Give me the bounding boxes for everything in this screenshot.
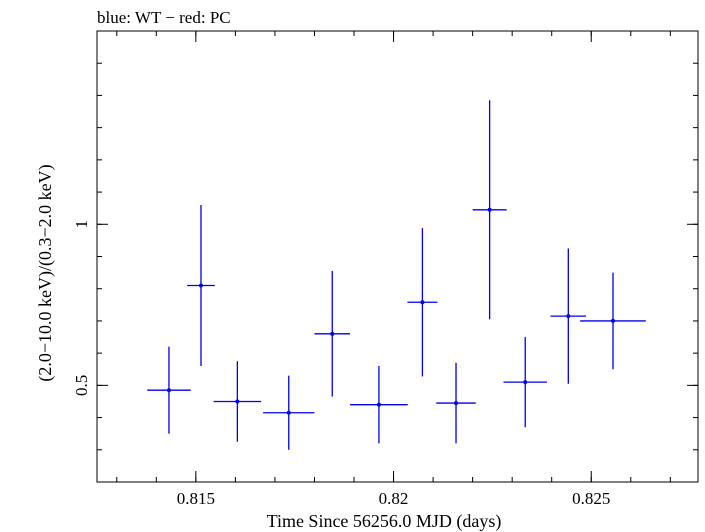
data-point <box>550 248 587 384</box>
data-point <box>263 375 315 450</box>
data-marker <box>198 283 203 288</box>
data-point <box>213 361 262 442</box>
data-marker <box>376 402 381 407</box>
data-marker <box>166 388 171 393</box>
data-points <box>147 100 646 450</box>
chart-title: blue: WT − red: PC <box>97 8 231 27</box>
data-marker <box>566 314 571 319</box>
data-marker <box>330 331 335 336</box>
x-axis-label: Time Since 56256.0 MJD (days) <box>267 511 502 532</box>
data-marker <box>420 300 425 305</box>
data-point <box>314 270 351 397</box>
tick-labels: 0.815 0.82 0.825 0.5 1 <box>72 220 610 508</box>
data-point <box>147 346 191 434</box>
y-axis-label: (2.0−10.0 keV)/(0.3−2.0 keV) <box>35 164 56 381</box>
data-point <box>407 228 438 377</box>
data-marker <box>286 410 291 415</box>
plot-frame <box>96 30 699 483</box>
data-marker <box>610 318 615 323</box>
data-marker <box>487 207 492 212</box>
data-point <box>472 100 507 320</box>
x-tick-label: 0.825 <box>572 489 610 508</box>
data-point <box>187 204 215 367</box>
major-ticks <box>97 31 698 482</box>
data-marker <box>523 380 528 385</box>
y-tick-label: 0.5 <box>72 375 91 396</box>
x-tick-label: 0.815 <box>177 489 215 508</box>
data-marker <box>454 401 459 406</box>
x-tick-label: 0.82 <box>379 489 409 508</box>
data-point <box>580 272 646 370</box>
y-tick-label: 1 <box>72 220 91 229</box>
data-point <box>350 366 408 444</box>
data-point <box>436 362 476 444</box>
data-marker <box>235 399 240 404</box>
minor-ticks <box>97 30 698 482</box>
data-point <box>503 337 547 428</box>
